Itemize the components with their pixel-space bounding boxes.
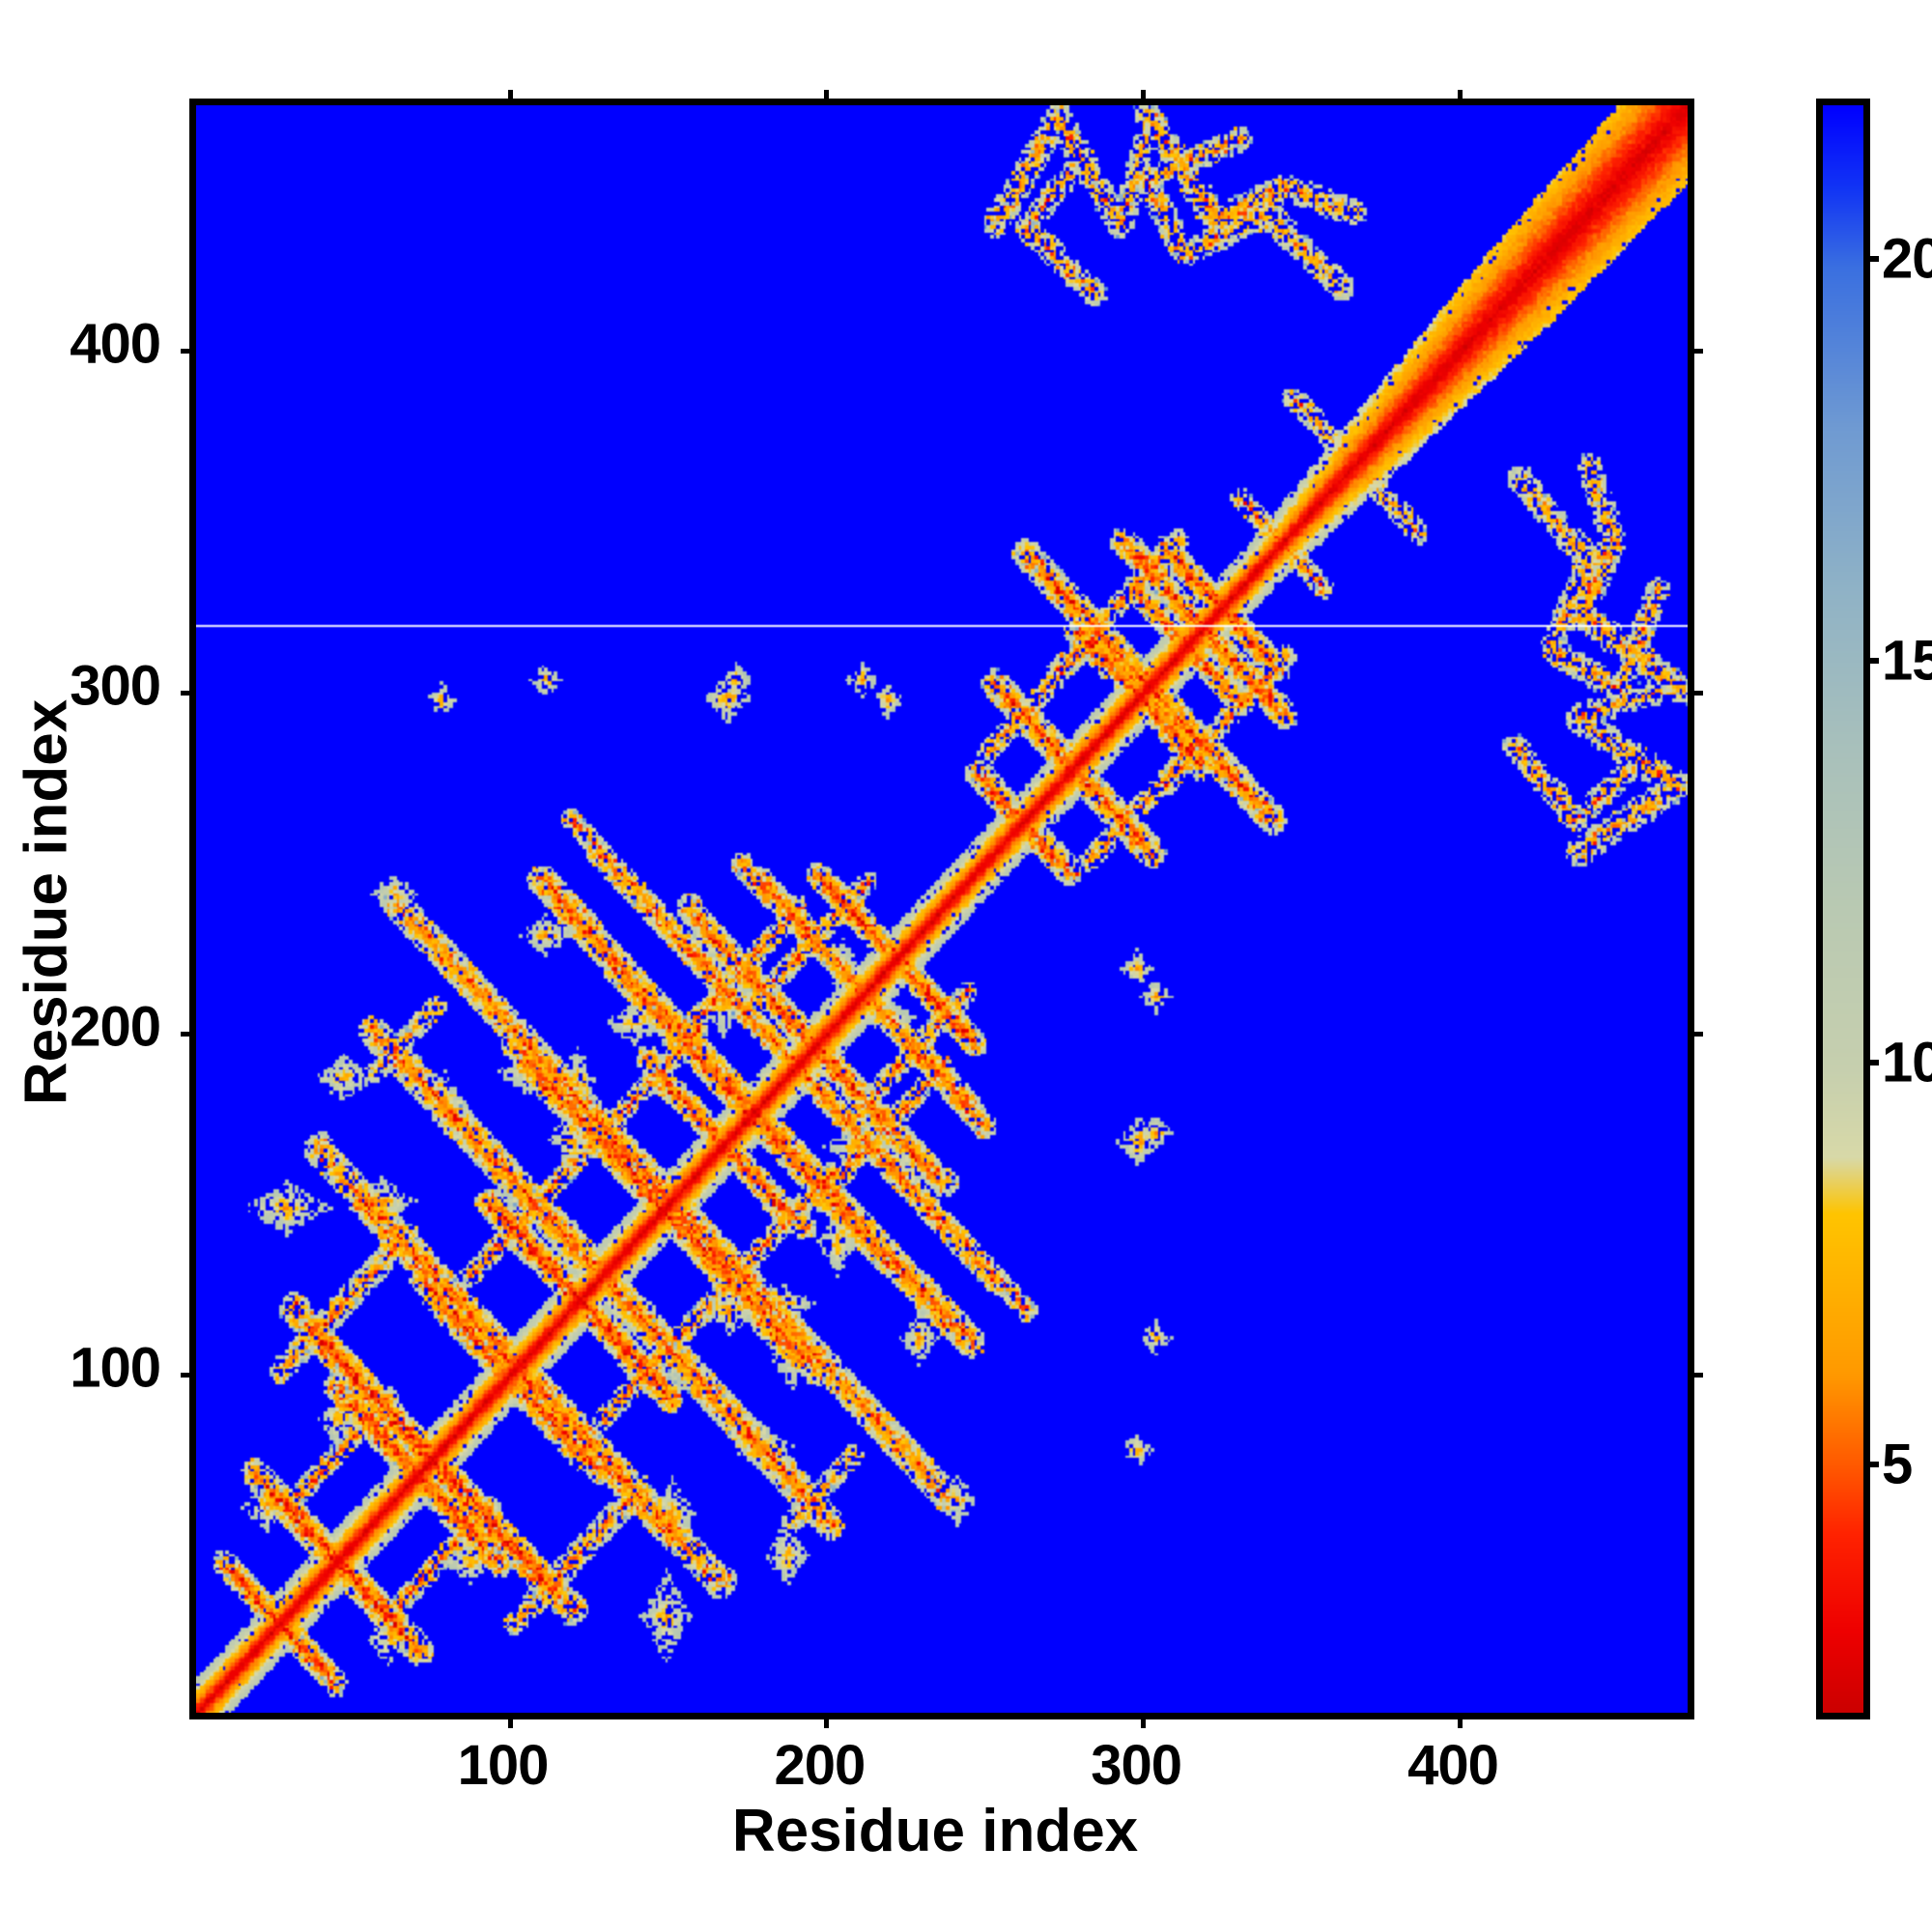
- x-tick-mark: [507, 1713, 513, 1728]
- colorbar-tick-label: 10: [1882, 1031, 1932, 1094]
- x-tick-mark: [824, 90, 830, 105]
- y-tick-mark: [181, 349, 196, 355]
- y-tick-label: 200: [70, 995, 161, 1059]
- y-tick-mark: [1688, 349, 1703, 355]
- colorbar: [1816, 99, 1870, 1719]
- y-tick-mark: [181, 690, 196, 696]
- x-tick-mark: [1457, 90, 1463, 105]
- x-tick-label: 300: [1091, 1734, 1182, 1797]
- colorbar-tick-label: 15: [1882, 629, 1932, 693]
- x-axis-title: Residue index: [731, 1798, 1139, 1864]
- colorbar-tick-label: 5: [1882, 1433, 1913, 1496]
- contact-map-plot: [181, 90, 1703, 1728]
- x-tick-label: 200: [774, 1734, 866, 1797]
- colorbar-tick-mark: [1863, 1060, 1879, 1066]
- y-tick-label: 300: [70, 654, 161, 718]
- x-tick-mark: [1457, 1713, 1463, 1728]
- colorbar-tick-mark: [1863, 1462, 1879, 1468]
- colorbar-tick-label: 20: [1882, 227, 1932, 291]
- y-axis-title: Residue index: [13, 698, 80, 1106]
- y-tick-label: 100: [70, 1336, 161, 1400]
- x-tick-mark: [824, 1713, 830, 1728]
- x-tick-mark: [507, 90, 513, 105]
- colorbar-gradient: [1823, 105, 1863, 1713]
- x-tick-mark: [1141, 1713, 1147, 1728]
- y-tick-mark: [1688, 1031, 1703, 1037]
- y-tick-mark: [1688, 690, 1703, 696]
- x-tick-mark: [1141, 90, 1147, 105]
- x-tick-label: 100: [457, 1734, 550, 1797]
- x-tick-label: 400: [1407, 1734, 1499, 1797]
- y-tick-mark: [1688, 1373, 1703, 1378]
- y-tick-label: 400: [70, 312, 161, 376]
- heatmap-canvas: [196, 105, 1688, 1713]
- colorbar-tick-mark: [1863, 658, 1879, 665]
- colorbar-tick-mark: [1863, 256, 1879, 263]
- y-tick-mark: [181, 1031, 196, 1037]
- y-tick-mark: [181, 1373, 196, 1378]
